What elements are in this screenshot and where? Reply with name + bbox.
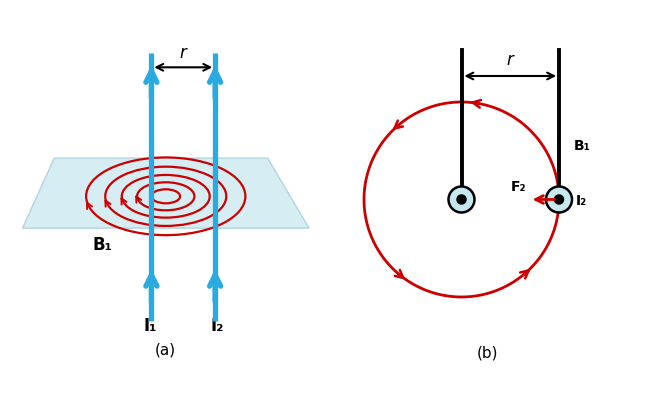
Circle shape <box>554 195 564 204</box>
Text: r: r <box>507 52 514 69</box>
Circle shape <box>546 187 572 212</box>
Text: r: r <box>180 44 187 62</box>
Text: I₂: I₂ <box>210 317 224 335</box>
Text: (b): (b) <box>476 345 499 360</box>
Text: (a): (a) <box>155 342 176 357</box>
Circle shape <box>448 187 474 212</box>
Text: I₂: I₂ <box>576 194 587 208</box>
Text: I₁: I₁ <box>143 317 157 335</box>
Text: F₂: F₂ <box>511 180 526 193</box>
Polygon shape <box>22 158 309 228</box>
Text: B₁: B₁ <box>92 236 112 254</box>
Circle shape <box>457 195 466 204</box>
Text: B₁: B₁ <box>573 139 590 153</box>
